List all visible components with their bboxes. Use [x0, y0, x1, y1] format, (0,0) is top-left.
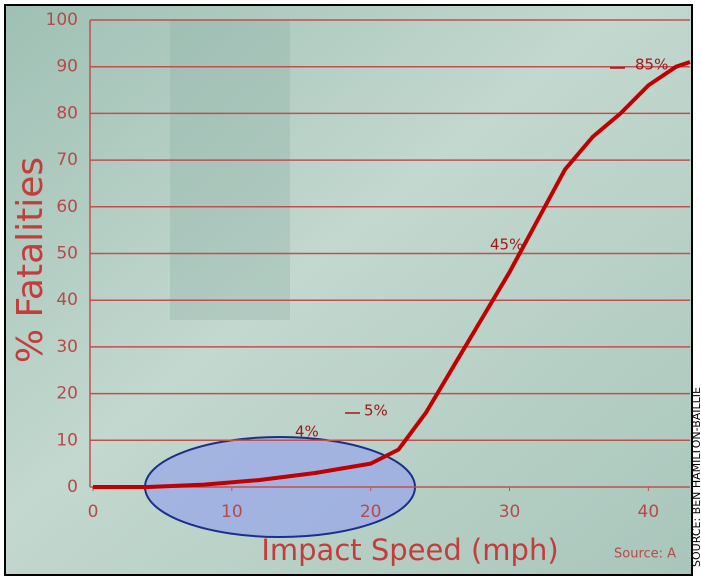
page: {"chart_data": {"type": "line", "x_label…: [0, 0, 701, 580]
y-tick-label: 80: [56, 103, 78, 123]
y-tick-label: 30: [56, 337, 78, 357]
credit: SOURCE: BEN HAMILTON-BAILLIE: [690, 387, 701, 567]
y-axis-label: % Fatalities: [10, 157, 51, 363]
y-tick-label: 50: [56, 244, 78, 264]
y-tick-label: 20: [56, 384, 78, 404]
y-tick-label: 0: [67, 477, 78, 497]
photo-shade: [170, 20, 290, 320]
y-tick-label: 90: [56, 57, 78, 77]
x-tick-label: 40: [638, 502, 660, 522]
annotation: 45%: [490, 236, 523, 254]
y-tick-label: 10: [56, 430, 78, 450]
x-tick-label: 0: [88, 502, 99, 522]
x-tick-label: 20: [360, 502, 382, 522]
y-tick-label: 100: [46, 10, 78, 30]
x-axis-label: Impact Speed (mph): [261, 533, 558, 567]
annotation: 85%: [635, 56, 668, 74]
y-tick-label: 40: [56, 290, 78, 310]
source-note: Source: A: [614, 547, 676, 562]
y-tick-label: 60: [56, 197, 78, 217]
annotation: 5%: [364, 402, 388, 420]
x-tick-label: 30: [499, 502, 521, 522]
x-tick-label: 10: [221, 502, 243, 522]
annotation: 4%: [295, 423, 319, 441]
chart: 0 10 20 30 40 50 60 70 80 90 100 0 10 20 30 40 85% 45% 5% 4…: [0, 0, 701, 580]
y-tick-label: 70: [56, 150, 78, 170]
